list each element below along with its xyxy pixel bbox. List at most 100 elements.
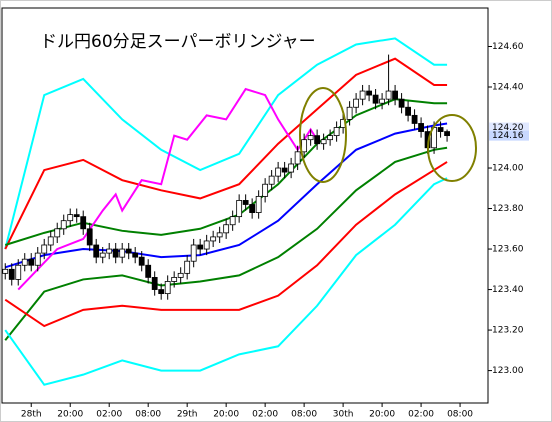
candle-body bbox=[8, 268, 15, 280]
marks bbox=[2, 37, 450, 386]
candle-body bbox=[229, 216, 236, 226]
candle-body bbox=[346, 106, 353, 120]
candle-body bbox=[203, 240, 210, 250]
highlight-ellipse bbox=[299, 87, 347, 183]
x-tick-label: 02:00 bbox=[408, 410, 434, 420]
price-label: 124.20 bbox=[492, 123, 524, 133]
x-tick-label: 08:00 bbox=[135, 410, 161, 420]
y-tick-label: 124.60 bbox=[492, 42, 524, 52]
candle-body bbox=[307, 135, 314, 141]
candle-body bbox=[2, 268, 9, 274]
candle-body bbox=[112, 248, 119, 258]
candle-body bbox=[262, 183, 269, 197]
x-tick-label: 20:00 bbox=[57, 410, 83, 420]
candle-body bbox=[80, 216, 87, 230]
y-tick-label: 124.40 bbox=[492, 83, 524, 93]
x-tick-label: 02:00 bbox=[252, 410, 278, 420]
chart-title: ドル円60分足スーパーボリンジャー bbox=[40, 32, 316, 52]
candle-body bbox=[437, 127, 444, 132]
candle-body bbox=[216, 232, 223, 238]
candle-body bbox=[54, 228, 61, 238]
candle-body bbox=[41, 244, 48, 254]
band-line bbox=[4, 122, 448, 269]
y-tick-label: 123.80 bbox=[492, 204, 524, 214]
candle-body bbox=[327, 135, 334, 141]
candle-body bbox=[67, 214, 74, 222]
candle-body bbox=[28, 258, 35, 266]
candle-body bbox=[418, 123, 424, 132]
band-line bbox=[4, 37, 448, 250]
x-tick-label: 28th bbox=[21, 410, 42, 420]
candle-body bbox=[320, 139, 327, 145]
candle-body bbox=[288, 163, 295, 173]
x-tick-label: 02:00 bbox=[96, 410, 122, 420]
candle-body bbox=[93, 244, 100, 258]
price-label: 124.16 bbox=[492, 131, 524, 141]
band-line bbox=[4, 57, 448, 250]
candle-body bbox=[314, 135, 321, 145]
candle-body bbox=[223, 224, 230, 234]
highlight-ellipse bbox=[427, 114, 477, 182]
candle-body bbox=[268, 175, 275, 185]
candle-body bbox=[164, 281, 171, 295]
candle-body bbox=[411, 114, 418, 124]
x-tick-label: 20:00 bbox=[213, 410, 239, 420]
candle-body bbox=[151, 277, 158, 290]
candle-body bbox=[99, 252, 106, 258]
candle-body bbox=[372, 94, 379, 104]
candle-body bbox=[392, 90, 398, 100]
candle-body bbox=[249, 204, 256, 213]
candle-body bbox=[132, 252, 139, 258]
x-tick-label: 08:00 bbox=[291, 410, 317, 420]
candle-body bbox=[138, 256, 145, 266]
candle-body bbox=[333, 127, 340, 137]
candle-body bbox=[301, 139, 308, 153]
candle-body bbox=[21, 258, 28, 266]
candle-body bbox=[15, 264, 22, 280]
candle-body bbox=[125, 248, 132, 254]
candle-body bbox=[210, 236, 217, 242]
band-line bbox=[4, 146, 448, 341]
y-tick-label: 123.40 bbox=[492, 285, 524, 295]
candle-body bbox=[119, 248, 126, 258]
x-tick-label: 29th bbox=[177, 410, 198, 420]
candle-body bbox=[190, 244, 197, 262]
candle-body bbox=[184, 260, 191, 274]
price-label-box bbox=[489, 122, 529, 133]
candle-body bbox=[255, 195, 262, 213]
candle-body bbox=[366, 90, 372, 96]
band-line bbox=[4, 177, 448, 386]
candle-body bbox=[86, 228, 93, 246]
candle-body bbox=[398, 98, 405, 108]
candle-body bbox=[158, 289, 165, 295]
candle-body bbox=[177, 272, 184, 278]
candle-body bbox=[60, 220, 67, 230]
candle-body bbox=[353, 98, 360, 108]
y-tick-label: 123.60 bbox=[492, 245, 524, 255]
candle-body bbox=[106, 248, 113, 254]
candle-body bbox=[379, 98, 385, 104]
candle-body bbox=[197, 244, 204, 250]
candle-body bbox=[236, 200, 243, 218]
candle-body bbox=[294, 151, 301, 165]
candle-body bbox=[34, 252, 41, 266]
candle-body bbox=[171, 277, 178, 282]
x-tick-label: 20:00 bbox=[369, 410, 395, 420]
plot-area bbox=[1, 7, 489, 404]
x-tick-label: 08:00 bbox=[447, 410, 473, 420]
band-line bbox=[17, 87, 318, 291]
y-tick-label: 124.00 bbox=[492, 164, 524, 174]
x-tick-label: 30th bbox=[333, 410, 354, 420]
candle-body bbox=[385, 90, 392, 100]
candle-body bbox=[405, 106, 411, 116]
y-tick-label: 123.00 bbox=[492, 366, 524, 376]
candle-body bbox=[275, 167, 282, 177]
band-line bbox=[4, 161, 448, 328]
candle-body bbox=[359, 90, 366, 100]
candle-body bbox=[145, 264, 152, 278]
price-label-box bbox=[489, 130, 529, 141]
candle-body bbox=[242, 200, 249, 205]
y-tick-label: 123.20 bbox=[492, 326, 524, 336]
